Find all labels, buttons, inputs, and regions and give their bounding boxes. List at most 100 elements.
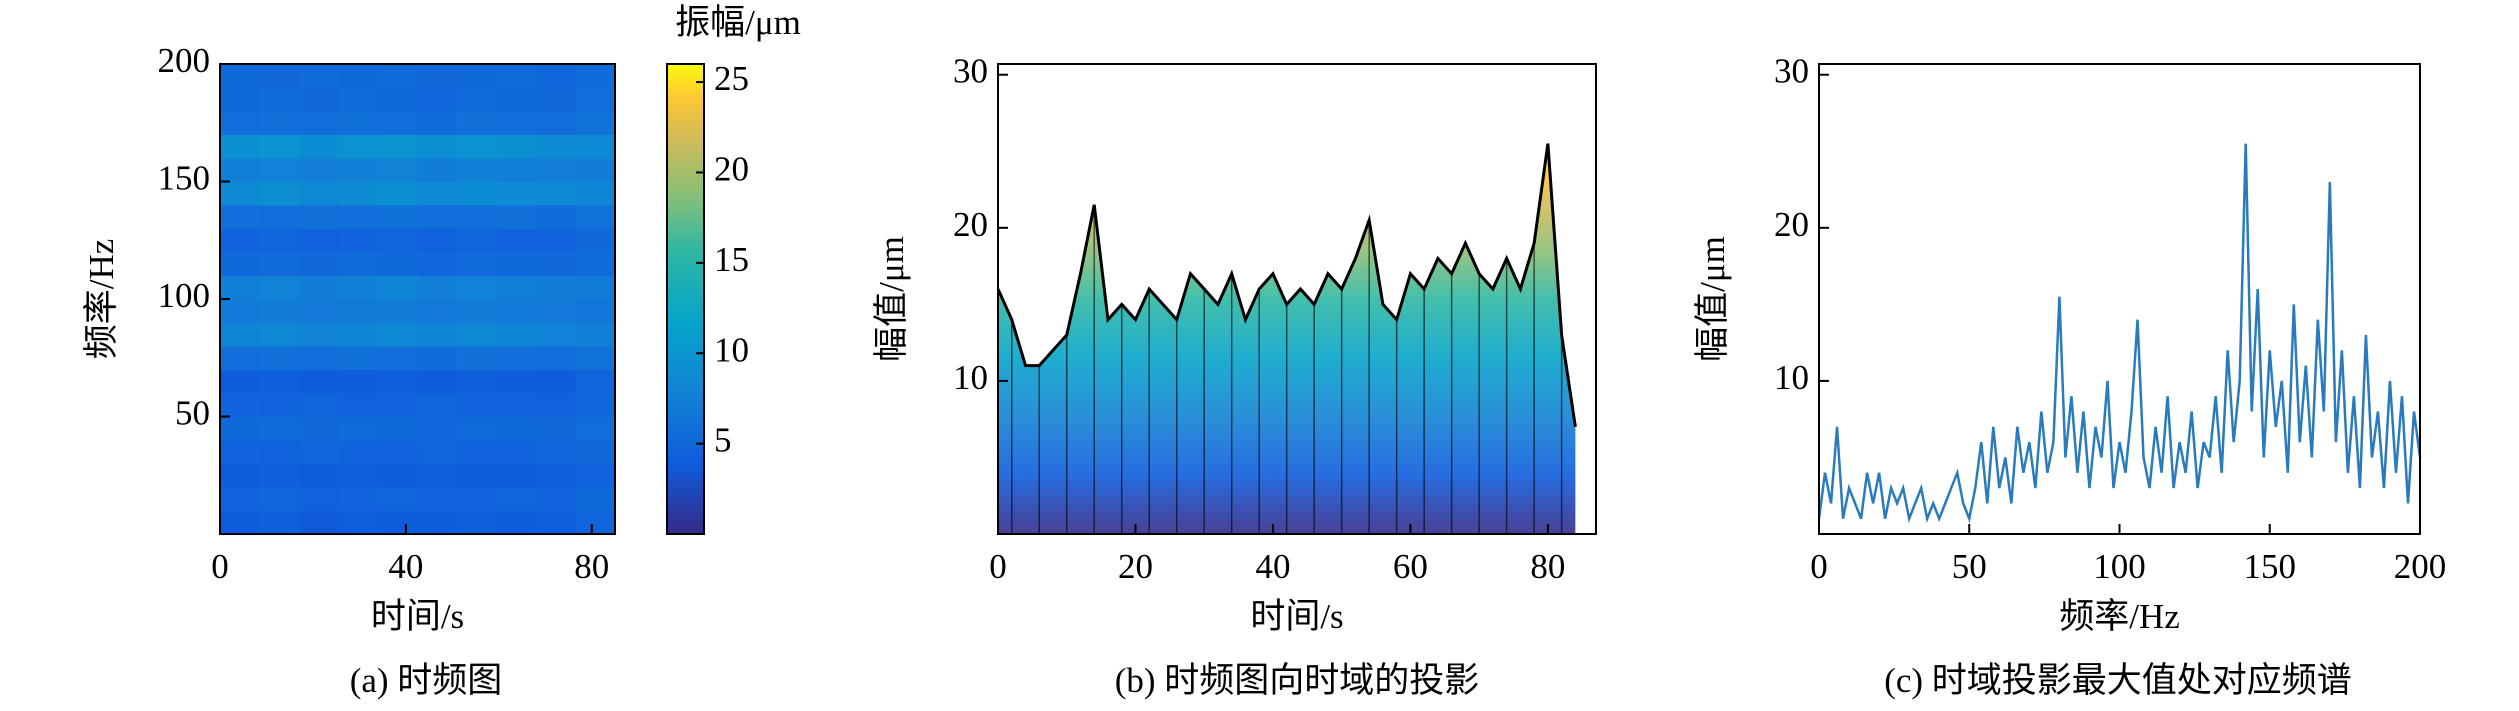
heatmap-cell [575,416,616,441]
heatmap-cell [338,181,379,206]
heatmap-cell [575,134,616,159]
heatmap-cell [338,87,379,112]
heatmap-cell [378,463,418,488]
heatmap-cell [299,463,339,488]
heatmap-cell [338,322,379,347]
panel-caption: (c) 时域投影最大值处对应频谱 [1884,661,2352,700]
heatmap-cell [457,134,497,159]
heatmap-cell [220,228,260,253]
y-tick-label: 100 [158,276,211,315]
heatmap-cell [457,322,497,347]
heatmap-cell [496,346,537,370]
y-axis-label: 频率/Hz [82,239,121,360]
heatmap-cell [338,393,379,417]
heatmap-cell [417,87,458,112]
x-tick-label: 100 [2093,547,2146,586]
heatmap-cell [575,346,616,370]
x-tick-label: 150 [2244,547,2297,586]
heatmap-cell [496,205,537,229]
heatmap-cell [259,393,300,417]
heatmap-cell [417,158,458,182]
heatmap-cell [536,158,576,182]
heatmap-cell [575,322,616,347]
x-tick-label: 0 [211,547,229,586]
heatmap-cell [378,275,418,300]
x-tick-label: 80 [1530,547,1565,586]
heatmap-cell [536,252,576,276]
heatmap-cell [417,181,458,206]
heatmap-cell [259,416,300,441]
x-tick-label: 50 [1952,547,1987,586]
heatmap-cell [417,346,458,370]
heatmap-cell [259,487,300,511]
colorbar-tick-label: 5 [714,421,732,460]
heatmap-cell [338,299,379,323]
heatmap-cell [338,64,379,88]
heatmap-cell [417,416,458,441]
heatmap-cell [299,393,339,417]
y-axis-label: 幅值/μm [1693,236,1732,362]
heatmap-cell [220,64,260,88]
heatmap-cell [338,228,379,253]
x-tick-label: 80 [574,547,609,586]
heatmap-cell [338,510,379,535]
heatmap-cell [299,510,339,535]
heatmap-cell [338,134,379,159]
heatmap-cell [457,181,497,206]
heatmap-cell [259,440,300,464]
heatmap-cell [338,346,379,370]
heatmap-cell [259,510,300,535]
heatmap-cell [220,416,260,441]
heatmap-cell [496,463,537,488]
heatmap-cell [575,205,616,229]
heatmap-cell [378,205,418,229]
heatmap-cell [457,299,497,323]
heatmap-cell [496,487,537,511]
heatmap-cell [220,252,260,276]
heatmap-cell [259,158,300,182]
panel-caption: (b) 时频图向时域的投影 [1115,661,1480,700]
heatmap-cell [536,111,576,135]
y-tick-label: 20 [953,205,988,244]
heatmap-cell [259,181,300,206]
heatmap-cell [378,299,418,323]
heatmap-cell [220,111,260,135]
heatmap-cell [496,510,537,535]
colorbar [666,63,705,535]
heatmap-cell [299,252,339,276]
heatmap-cell [220,158,260,182]
heatmap-cell [496,393,537,417]
x-axis-label: 频率/Hz [2059,597,2180,636]
heatmap-cell [457,416,497,441]
heatmap-cell [575,87,616,112]
heatmap-cell [338,369,379,394]
heatmap-cell [417,510,458,535]
heatmap-cell [417,275,458,300]
heatmap-cell [575,252,616,276]
x-tick-label: 60 [1393,547,1428,586]
heatmap-cell [378,158,418,182]
heatmap-cell [378,369,418,394]
heatmap-cell [496,252,537,276]
heatmap-cell [496,181,537,206]
heatmap-cell [338,111,379,135]
heatmap-cell [259,299,300,323]
heatmap-cell [496,158,537,182]
heatmap-cell [220,299,260,323]
plot-frame [997,63,1597,535]
spectrum-line [1817,143,2422,524]
x-tick-label: 40 [1255,547,1290,586]
heatmap-cell [496,416,537,441]
heatmap-cell [417,228,458,253]
heatmap-cell [457,487,497,511]
heatmap-cell [417,134,458,159]
heatmap-cell [496,440,537,464]
y-tick-label: 200 [158,41,211,80]
heatmap-cell [378,322,418,347]
heatmap-cell [299,158,339,182]
heatmap-cell [417,111,458,135]
heatmap-cell [338,158,379,182]
heatmap-cell [575,299,616,323]
heatmap-cell [299,64,339,88]
